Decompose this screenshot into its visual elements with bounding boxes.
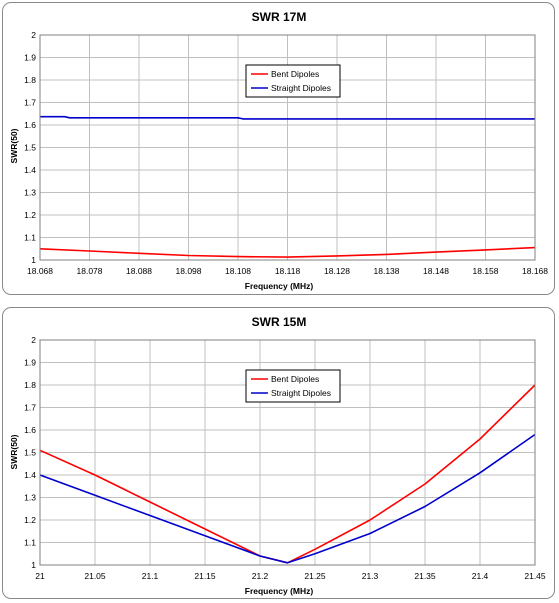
x-tick-label: 21.25	[304, 571, 326, 581]
y-axis-label: SWR(50)	[9, 128, 19, 163]
legend-box	[245, 64, 341, 98]
x-tick-label: 21.15	[194, 571, 216, 581]
x-tick-label: 21.4	[472, 571, 489, 581]
x-tick-label: 18.088	[126, 266, 152, 276]
x-tick-label: 21.1	[142, 571, 159, 581]
y-tick-label: 1.7	[24, 403, 36, 413]
y-tick-label: 1.4	[24, 165, 36, 175]
legend-label-bent: Bent Dipoles	[271, 69, 319, 79]
x-tick-label: 18.128	[324, 266, 350, 276]
chart-title: SWR 15M	[252, 315, 307, 329]
x-tick-label: 21.35	[414, 571, 436, 581]
series-line-bent-dipoles	[39, 384, 536, 564]
x-axis-label: Frequency (MHz)	[245, 586, 314, 596]
x-tick-label: 21.45	[524, 571, 546, 581]
y-axis-label: SWR(50)	[9, 434, 19, 469]
x-tick-label: 18.068	[27, 266, 53, 276]
y-tick-label: 1.5	[24, 143, 36, 153]
y-tick-label: 1.6	[24, 120, 36, 130]
y-tick-label: 1.5	[24, 448, 36, 458]
chart-17m: SWR 17M Frequency (MHz) SWR(50) 18.068 18…	[9, 10, 548, 291]
x-tick-label: 21.2	[252, 571, 269, 581]
y-tick-label: 1.2	[24, 210, 36, 220]
y-tick-label: 1.3	[24, 188, 36, 198]
legend-label-straight: Straight Dipoles	[271, 83, 331, 93]
x-tick-label: 18.118	[275, 266, 301, 276]
plot-area	[39, 34, 536, 261]
x-tick-label: 18.168	[522, 266, 548, 276]
y-tick-label: 1.1	[24, 233, 36, 243]
y-tick-label: 2	[31, 30, 36, 40]
series-line-bent-dipoles	[39, 246, 536, 258]
chart-panel-17m: SWR 17M Frequency (MHz) SWR(50) 18.068 18…	[2, 2, 555, 295]
y-tick-label: 1.2	[24, 515, 36, 525]
x-tick-label: 18.138	[374, 266, 400, 276]
series-line-straight-dipoles	[39, 433, 536, 564]
legend-label-bent: Bent Dipoles	[271, 374, 319, 384]
y-tick-label: 1.9	[24, 358, 36, 368]
x-tick-label: 21.3	[362, 571, 379, 581]
x-tick-label: 21.05	[84, 571, 106, 581]
y-tick-label: 2	[31, 335, 36, 345]
x-axis-label: Frequency (MHz)	[245, 281, 314, 291]
plot-area	[39, 339, 536, 566]
legend-box	[245, 369, 341, 403]
y-tick-label: 1.6	[24, 425, 36, 435]
x-tick-label: 18.148	[423, 266, 449, 276]
x-tick-label: 21	[35, 571, 45, 581]
y-tick-label: 1	[31, 255, 36, 265]
y-tick-label: 1.1	[24, 538, 36, 548]
chart-title: SWR 17M	[252, 10, 307, 24]
y-tick-label: 1.7	[24, 98, 36, 108]
series-line-straight-dipoles	[40, 115, 535, 120]
x-tick-label: 18.108	[225, 266, 251, 276]
x-tick-label: 18.078	[77, 266, 103, 276]
y-tick-label: 1.9	[24, 53, 36, 63]
chart-panel-15m: SWR 15M Frequency (MHz) SWR(50) 21 21.05 2…	[2, 307, 555, 599]
y-tick-label: 1	[31, 560, 36, 570]
y-tick-label: 1.8	[24, 380, 36, 390]
legend-label-straight: Straight Dipoles	[271, 388, 331, 398]
legend: Bent Dipoles Straight Dipoles	[245, 369, 341, 403]
legend: Bent Dipoles Straight Dipoles	[245, 64, 341, 98]
y-tick-label: 1.4	[24, 470, 36, 480]
y-tick-label: 1.8	[24, 75, 36, 85]
x-tick-label: 18.158	[473, 266, 499, 276]
x-tick-label: 18.098	[176, 266, 202, 276]
chart-15m: SWR 15M Frequency (MHz) SWR(50) 21 21.05 2…	[9, 315, 546, 596]
y-tick-label: 1.3	[24, 493, 36, 503]
